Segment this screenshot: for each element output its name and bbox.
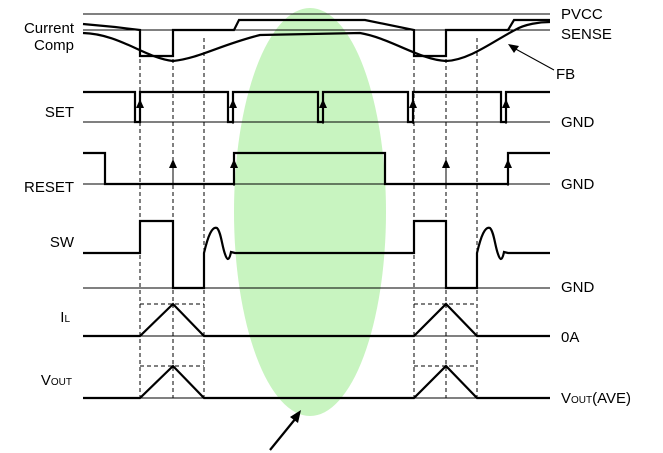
il-trace [83, 302, 550, 338]
fb-label: FB [556, 66, 575, 83]
il-waveform [83, 302, 550, 338]
vout-label: VOUT [41, 372, 72, 389]
fb-waveform [82, 20, 551, 63]
vout-trace [83, 364, 550, 400]
fb-pointer [511, 46, 555, 71]
highlight-pointer [269, 410, 301, 451]
set-arrows [136, 99, 510, 124]
reset-trace [83, 151, 550, 186]
reset-label: RESET [24, 179, 74, 196]
sense-waveform [82, 18, 550, 58]
zero-a-label: 0A [561, 329, 579, 346]
il-label: IL [60, 309, 70, 326]
sw-gnd-label: GND [561, 279, 595, 296]
set-label: SET [45, 104, 74, 121]
current-comp-label-line2: Comp [34, 37, 74, 54]
sw-trace [83, 219, 550, 290]
current-comp-trace [82, 13, 555, 71]
vout-waveform [83, 364, 550, 400]
vout-ave-label: VOUT(AVE) [561, 390, 631, 407]
set-trace [83, 90, 550, 124]
sw-waveform [83, 219, 550, 290]
fb-pointer-arrowhead [508, 44, 519, 53]
highlight-region [234, 8, 386, 416]
pvcc-label: PVCC [561, 6, 603, 23]
sw-label: SW [50, 234, 75, 251]
sense-label: SENSE [561, 26, 612, 43]
reset-gnd-label: GND [561, 176, 595, 193]
reset-arrows [169, 159, 512, 186]
current-comp-label-line1: Current [24, 20, 75, 37]
set-gnd-label: GND [561, 114, 595, 131]
